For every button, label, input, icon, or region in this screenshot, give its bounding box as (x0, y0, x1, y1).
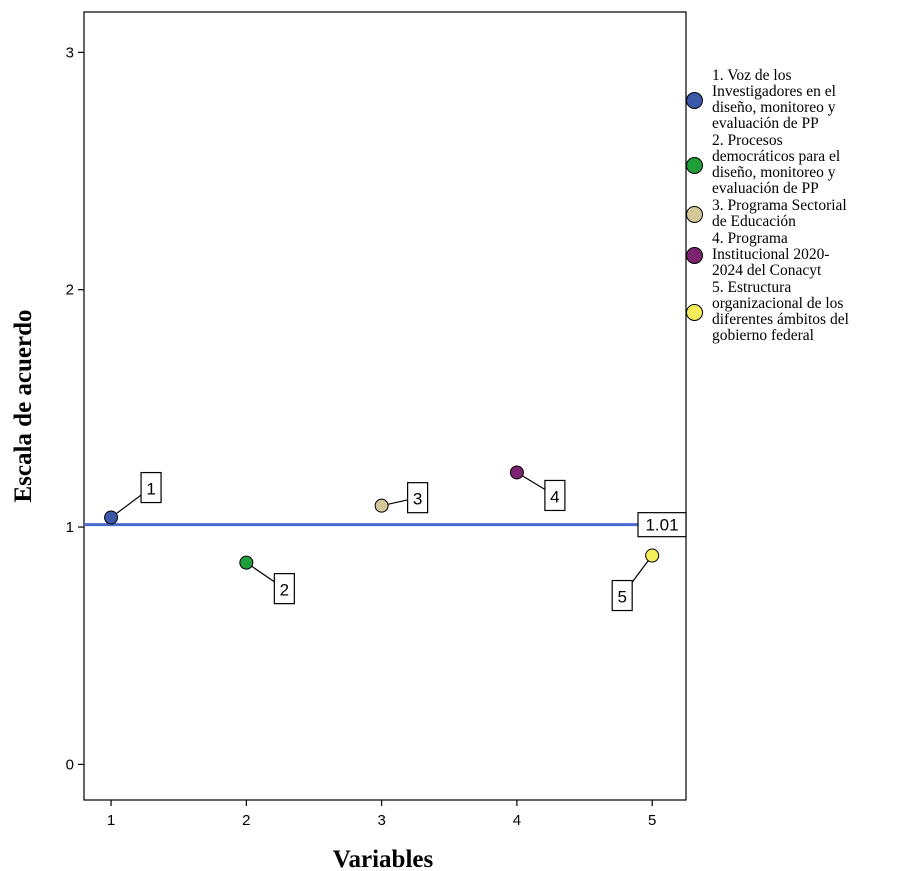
legend-text-5-line-2: organizacional de los (712, 295, 844, 312)
reference-line-label: 1.01 (645, 516, 678, 535)
legend-text-2-line-1: 2. Procesos (712, 132, 783, 149)
legend-marker-1 (686, 91, 703, 109)
point-2-label-box (273, 573, 295, 605)
data-point-1 (104, 510, 119, 525)
legend-marker-2 (686, 156, 703, 174)
legend-marker-3 (686, 205, 703, 223)
legend-text-1-line-3: diseño, monitoreo y (712, 99, 836, 116)
data-points: 1 2 3 4 5 (104, 465, 660, 612)
data-point-5 (645, 548, 660, 563)
point-3-label-box (407, 482, 429, 514)
legend-text-5-line-4: gobierno federal (712, 327, 814, 344)
point-1-label: 1 (146, 480, 155, 499)
y-tick-label-2: 2 (66, 282, 74, 299)
legend-text-2-line-4: evaluación de PP (712, 180, 819, 197)
reference-line-label-box (637, 512, 687, 538)
point-3-label: 3 (413, 490, 422, 509)
legend-text-1-line-1: 1. Voz de los (712, 67, 792, 84)
x-axis: 1 2 3 4 5 (107, 800, 656, 829)
point-4-label-box (544, 479, 566, 512)
y-tick-label-3: 3 (66, 44, 74, 61)
legend-text-2-line-2: democráticos para el (712, 148, 841, 165)
legend-item-3: 3. Programa Sectorial de Educación (686, 198, 911, 230)
reference-line-group: 1.01 (84, 512, 687, 538)
legend-text-3-line-1: 3. Programa Sectorial (712, 197, 847, 214)
legend-marker-5 (686, 303, 703, 321)
x-tick-label-4: 4 (513, 812, 521, 829)
y-axis-title: Escala de acuerdo (10, 309, 37, 502)
legend-text-1-line-4: evaluación de PP (712, 115, 819, 132)
point-5-label-box (611, 579, 633, 612)
data-point-4 (509, 465, 524, 480)
x-tick-label-5: 5 (648, 812, 656, 829)
y-tick-label-1: 1 (66, 519, 74, 536)
point-5-label: 5 (617, 588, 626, 607)
y-tick-label-0: 0 (66, 756, 74, 773)
x-axis-title: Variables (333, 846, 434, 871)
legend-text-5-line-3: diferentes ámbitos del (712, 311, 849, 328)
legend-marker-4 (686, 246, 703, 264)
legend-text-1-line-2: Investigadores en el (712, 83, 836, 100)
point-4-label: 4 (550, 487, 559, 506)
legend-text-5-line-1: 5. Estructura (712, 279, 792, 296)
legend-text-4-line-3: 2024 del Conacyt (712, 262, 822, 279)
y-axis: 0 1 2 3 (66, 44, 84, 773)
legend-text-4-line-2: Institucional 2020- (712, 246, 830, 263)
data-point-3 (374, 498, 389, 513)
legend-text-2-line-3: diseño, monitoreo y (712, 164, 836, 181)
plot-frame (83, 11, 687, 801)
point-1-label-box (140, 471, 162, 504)
point-2-label: 2 (280, 581, 289, 600)
data-point-2 (239, 555, 254, 570)
legend: 1. Voz de los Investigadores en el diseño,… (686, 68, 911, 345)
x-tick-label-3: 3 (377, 812, 385, 829)
legend-text-3-line-2: de Educación (712, 213, 796, 230)
legend-text-4-line-1: 4. Programa (712, 230, 788, 247)
legend-item-2: 2. Procesos democráticos para el diseño, m… (686, 133, 911, 197)
legend-item-5: 5. Estructura organizacional de los difere… (686, 280, 911, 344)
x-tick-label-1: 1 (107, 812, 115, 829)
x-tick-label-2: 2 (242, 812, 250, 829)
legend-item-1: 1. Voz de los Investigadores en el diseño,… (686, 68, 911, 132)
legend-item-4: 4. Programa Institucional 2020- 2024 del C… (686, 231, 911, 279)
